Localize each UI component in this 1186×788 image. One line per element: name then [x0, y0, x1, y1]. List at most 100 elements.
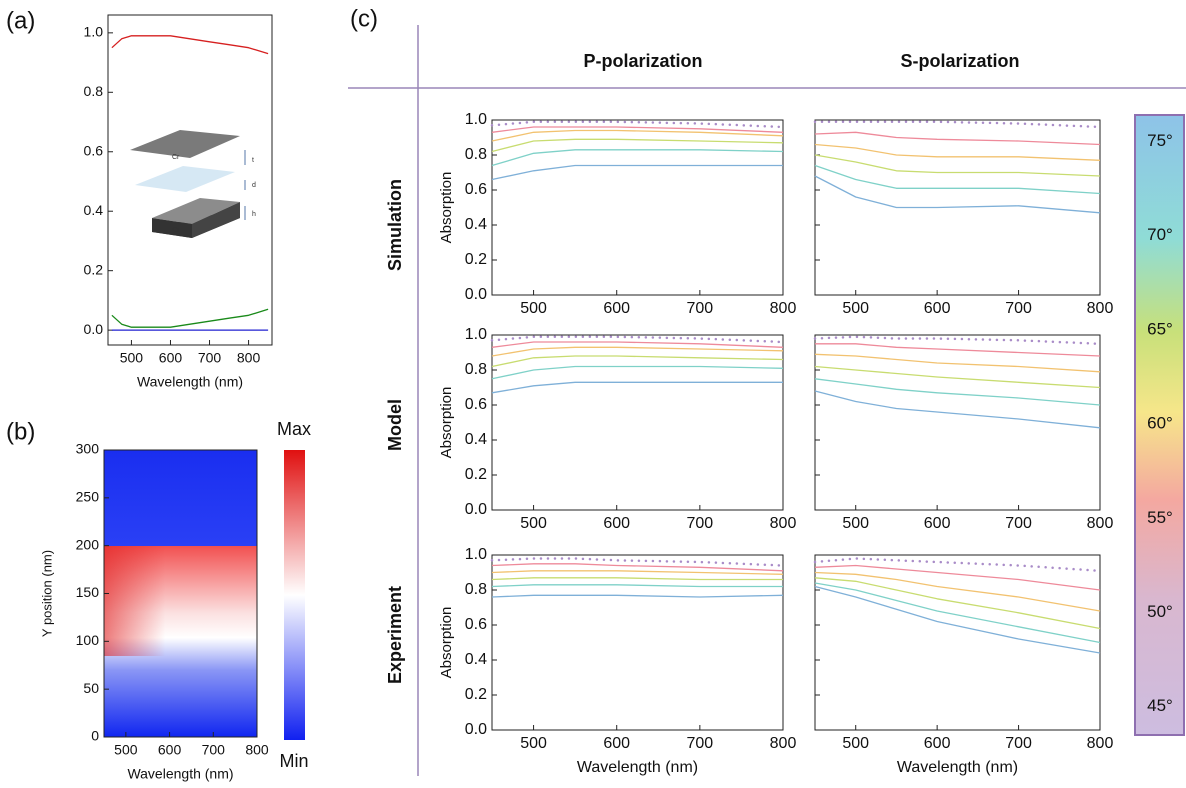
series-line	[491, 149, 784, 167]
structure-inset: t d h Cr Cr	[130, 130, 256, 238]
series-line	[490, 120, 785, 129]
y-tick-label: 0.8	[465, 146, 487, 163]
series-line	[814, 582, 1101, 644]
series-line	[814, 390, 1101, 429]
y-tick-label: 0.0	[84, 321, 104, 337]
series-line	[813, 335, 1102, 346]
x-tick-label: 500	[842, 735, 869, 752]
x-tick-label: 600	[924, 735, 951, 752]
column-header: S-polarization	[900, 51, 1019, 71]
x-tick-label: 700	[687, 300, 714, 317]
y-tick-label: 0.0	[465, 501, 487, 518]
y-tick-label: 1.0	[465, 546, 487, 563]
x-tick-label: 600	[603, 735, 630, 752]
heatmap-region	[104, 546, 257, 656]
x-tick-label: 700	[1005, 300, 1032, 317]
x-tick-label: 500	[114, 742, 138, 758]
y-tick-label: 200	[76, 536, 100, 552]
y-axis-label: Absorption	[438, 387, 455, 459]
x-tick-label: 500	[842, 300, 869, 317]
series-line	[491, 365, 784, 380]
colorbar-tick-label: 45°	[1147, 696, 1173, 715]
y-tick-label: 300	[76, 441, 100, 457]
inset-label: Cr	[172, 227, 180, 234]
panel-label: (c)	[350, 5, 378, 32]
row-header: Simulation	[385, 179, 405, 271]
series-line	[491, 346, 784, 357]
row-header: Model	[385, 399, 405, 451]
x-tick-label: 800	[245, 742, 269, 758]
x-tick-label: 700	[687, 515, 714, 532]
y-tick-label: 0.6	[84, 142, 104, 158]
y-tick-label: 0.4	[465, 651, 487, 668]
series-line	[491, 584, 783, 588]
y-tick-label: 0.0	[465, 286, 487, 303]
x-tick-label: 500	[520, 300, 547, 317]
plot-frame	[491, 334, 784, 511]
x-tick-label: 700	[687, 735, 714, 752]
plot-frame	[107, 14, 273, 346]
row-header: Experiment	[385, 586, 405, 684]
y-tick-label: 1.0	[465, 326, 487, 343]
x-tick-label: 600	[924, 300, 951, 317]
plot-frame	[491, 554, 784, 731]
series-line	[491, 355, 784, 368]
series-line	[814, 585, 1101, 654]
colorbar-tick-label: 65°	[1147, 319, 1173, 338]
x-tick-label: 500	[520, 515, 547, 532]
plot-frame	[814, 334, 1101, 511]
x-tick-label: 800	[770, 300, 797, 317]
y-tick-label: 0.8	[465, 361, 487, 378]
y-tick-label: 0.6	[465, 181, 487, 198]
series-line	[490, 557, 785, 567]
series-line	[814, 353, 1101, 373]
y-tick-label: 0.4	[465, 216, 487, 233]
series-line	[814, 577, 1101, 630]
y-tick-label: 150	[76, 584, 100, 600]
x-tick-label: 600	[603, 515, 630, 532]
y-tick-label: 0.8	[84, 83, 104, 99]
x-axis-label: Wavelength (nm)	[127, 766, 233, 782]
inset-label: t	[252, 157, 254, 164]
y-tick-label: 250	[76, 489, 100, 505]
colorbar-label: Min	[279, 751, 308, 771]
y-tick-label: 0.6	[465, 616, 487, 633]
y-axis-label: Absorption	[438, 172, 455, 244]
series-line	[814, 154, 1101, 177]
y-tick-label: 1.0	[465, 111, 487, 128]
x-tick-label: 600	[158, 742, 182, 758]
y-tick-label: 100	[76, 632, 100, 648]
x-tick-label: 700	[198, 350, 222, 366]
x-axis-label: Wavelength (nm)	[577, 759, 698, 776]
series-line	[814, 131, 1101, 146]
panel-label: (b)	[6, 418, 35, 445]
y-tick-label: 0.2	[465, 466, 487, 483]
series-line	[491, 381, 783, 394]
x-tick-label: 600	[924, 515, 951, 532]
colorbar	[1134, 114, 1185, 736]
x-axis-label: Wavelength (nm)	[137, 374, 243, 390]
series-line	[491, 164, 783, 181]
y-axis-label: Y position (nm)	[39, 550, 54, 637]
y-tick-label: 0.8	[465, 581, 487, 598]
colorbar-tick-label: 75°	[1147, 131, 1173, 150]
y-tick-label: 1.0	[84, 24, 104, 40]
series-line	[491, 570, 784, 575]
heatmap-region	[104, 450, 257, 546]
column-header: P-polarization	[583, 51, 702, 71]
series-line	[815, 343, 1101, 357]
x-tick-label: 700	[202, 742, 226, 758]
x-tick-label: 600	[603, 300, 630, 317]
series-line	[491, 129, 784, 142]
series-line	[813, 557, 1102, 573]
y-tick-label: 0	[91, 728, 99, 744]
series-line	[491, 126, 784, 133]
x-axis-label: Wavelength (nm)	[897, 759, 1018, 776]
series-line	[491, 563, 784, 572]
series-line	[490, 335, 785, 344]
series-line	[814, 571, 1101, 612]
x-tick-label: 800	[770, 515, 797, 532]
inset-label: d	[252, 182, 256, 189]
series-line	[814, 378, 1101, 406]
